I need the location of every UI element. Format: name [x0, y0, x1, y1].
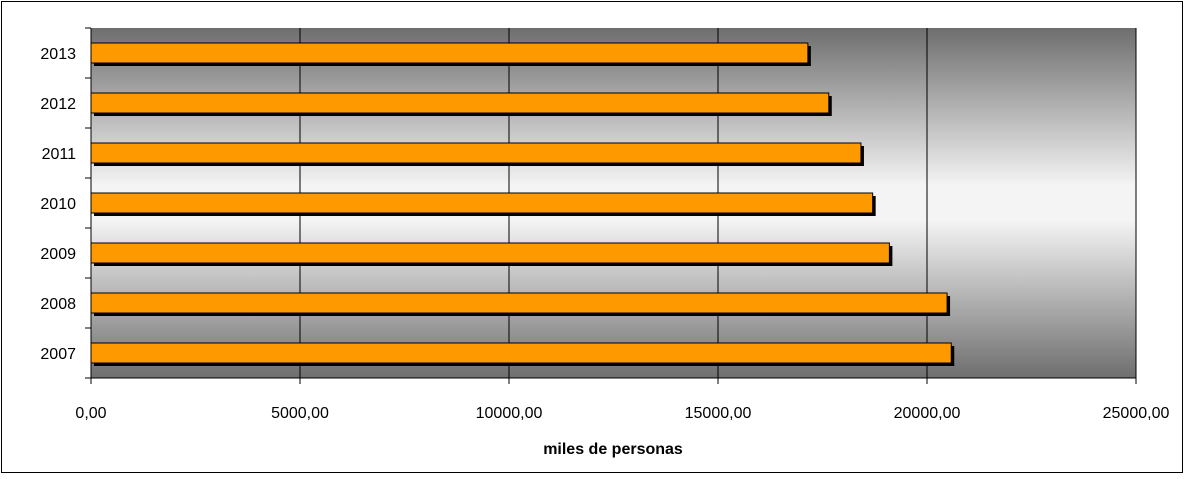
y-tick-label: 2009 [40, 246, 76, 263]
x-tick-label: 15000,00 [685, 405, 752, 422]
x-tick-label: 0,00 [75, 405, 106, 422]
x-tick-label: 25000,00 [1103, 405, 1170, 422]
bar-2007 [90, 342, 952, 364]
y-tick-label: 2013 [40, 46, 76, 63]
x-tick-label: 10000,00 [476, 405, 543, 422]
y-tick-label: 2012 [40, 96, 76, 113]
bar-2013 [90, 42, 809, 64]
x-axis-title: miles de personas [543, 441, 683, 458]
y-tick-label: 2007 [40, 346, 76, 363]
y-tick-label: 2008 [40, 296, 76, 313]
y-tick-label: 2010 [40, 196, 76, 213]
x-tick-label: 5000,00 [271, 405, 329, 422]
bar-2010 [90, 192, 874, 214]
bar-2012 [90, 92, 830, 114]
x-tick-label: 20000,00 [894, 405, 961, 422]
bars [90, 42, 955, 366]
bar-2009 [90, 242, 890, 264]
axes: 2013 2012 2011 2010 2009 2008 2007 0,00 5000,00 1… [40, 27, 1170, 422]
bar-2011 [90, 142, 862, 164]
bar-2008 [90, 292, 948, 314]
y-tick-label: 2011 [42, 146, 77, 163]
